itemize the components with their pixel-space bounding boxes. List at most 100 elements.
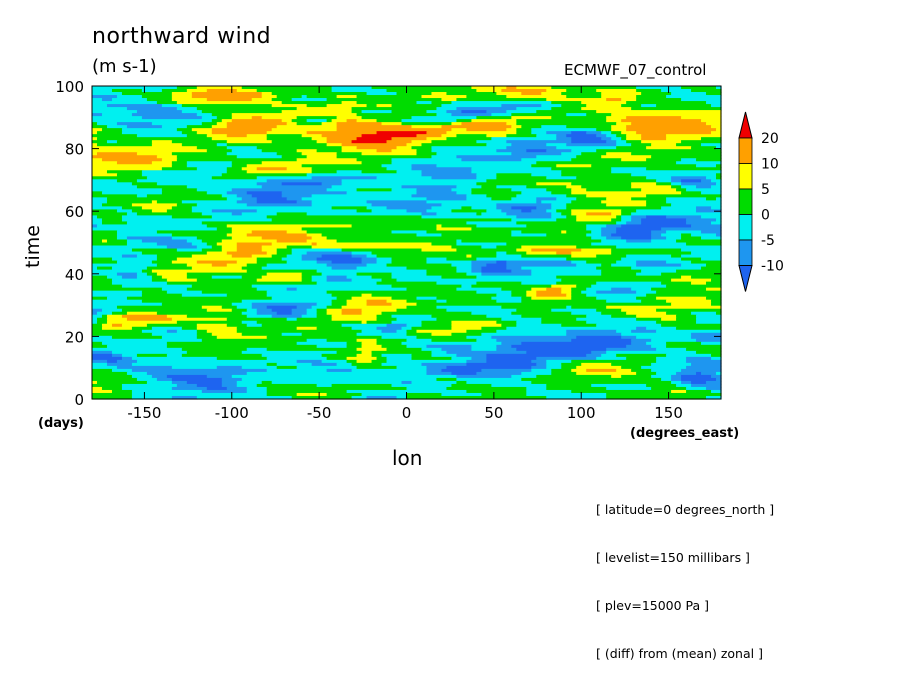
- heatmap-cell: [361, 350, 373, 355]
- heatmap-cell: [501, 317, 542, 322]
- heatmap-cell: [226, 170, 248, 174]
- heatmap-cell: [366, 263, 388, 268]
- heatmap-cell: [656, 356, 687, 361]
- heatmap-cell: [92, 101, 158, 105]
- heatmap-cell: [361, 320, 368, 325]
- heatmap-cell: [596, 254, 627, 259]
- heatmap-cell: [221, 248, 238, 253]
- heatmap-cell: [236, 248, 263, 253]
- heatmap-cell: [431, 155, 458, 159]
- heatmap-cell: [401, 380, 413, 385]
- heatmap-cell: [391, 272, 428, 277]
- heatmap-cell: [691, 335, 722, 340]
- heatmap-cell: [286, 167, 313, 171]
- heatmap-cell: [176, 248, 203, 253]
- heatmap-cell: [311, 245, 453, 250]
- heatmap-cell: [186, 161, 233, 165]
- heatmap-cell: [176, 158, 298, 162]
- heatmap-cell: [336, 362, 353, 367]
- heatmap-cell: [391, 230, 428, 235]
- heatmap-cell: [701, 179, 712, 183]
- heatmap-cell: [611, 128, 627, 132]
- heatmap-cell: [231, 212, 243, 217]
- heatmap-cell: [136, 275, 153, 280]
- heatmap-cell: [196, 86, 243, 90]
- heatmap-cell: [226, 224, 353, 229]
- heatmap-cell: [206, 89, 238, 93]
- heatmap-cell: [616, 140, 627, 144]
- heatmap-cell: [92, 305, 118, 310]
- heatmap-cell: [331, 185, 403, 189]
- heatmap-cell: [551, 368, 572, 373]
- heatmap-cell: [141, 299, 243, 304]
- heatmap-cell: [96, 131, 123, 135]
- heatmap-cell: [626, 344, 652, 349]
- heatmap-cell: [306, 251, 353, 256]
- heatmap-cell: [661, 233, 682, 238]
- heatmap-cell: [216, 227, 233, 232]
- heatmap-cell: [96, 311, 113, 316]
- heatmap-cell: [256, 176, 313, 180]
- heatmap-cell: [516, 221, 617, 226]
- x-tick-label: 50: [484, 404, 503, 422]
- heatmap-cell: [341, 179, 487, 183]
- heatmap-cell: [126, 107, 178, 111]
- heatmap-cell: [566, 203, 607, 207]
- heatmap-cell: [386, 89, 477, 93]
- heatmap-cell: [381, 164, 413, 168]
- heatmap-cell: [236, 89, 258, 93]
- heatmap-cell: [621, 257, 682, 262]
- heatmap-cell: [186, 164, 233, 168]
- heatmap-cell: [681, 98, 722, 102]
- heatmap-cell: [646, 203, 672, 207]
- heatmap-cell: [121, 383, 178, 388]
- heatmap-cell: [92, 308, 103, 313]
- heatmap-cell: [641, 299, 667, 304]
- heatmap-cell: [92, 182, 133, 186]
- heatmap-cell: [471, 167, 552, 171]
- heatmap-cell: [421, 362, 468, 367]
- heatmap-cell: [92, 293, 143, 298]
- heatmap-cell: [461, 158, 522, 162]
- heatmap-cell: [531, 368, 552, 373]
- heatmap-cell: [301, 197, 428, 201]
- heatmap-cell: [421, 173, 477, 177]
- heatmap-cell: [246, 263, 268, 268]
- heatmap-cell: [296, 392, 328, 397]
- heatmap-cell: [256, 311, 278, 316]
- heatmap-cell: [316, 242, 433, 247]
- heatmap-cell: [581, 248, 612, 253]
- heatmap-cell: [361, 311, 383, 316]
- heatmap-cell: [611, 314, 637, 319]
- heatmap-cell: [556, 218, 577, 223]
- heatmap-cell: [136, 353, 168, 358]
- heatmap-cell: [496, 338, 572, 343]
- heatmap-cell: [411, 164, 438, 168]
- heatmap-cell: [371, 275, 393, 280]
- heatmap-cell: [716, 176, 722, 180]
- heatmap-cell: [116, 236, 128, 241]
- heatmap-cell: [111, 257, 158, 262]
- y-tick-label: 40: [65, 266, 84, 284]
- heatmap-cell: [571, 158, 622, 162]
- note-levelist: [ levelist=150 millibars ]: [596, 550, 750, 565]
- heatmap-cell: [186, 125, 213, 129]
- heatmap-cell: [101, 314, 108, 319]
- heatmap-cell: [326, 137, 358, 141]
- heatmap-cell: [256, 383, 318, 388]
- heatmap-cell: [211, 209, 258, 213]
- heatmap-cell: [706, 263, 722, 268]
- heatmap-cell: [496, 320, 517, 325]
- heatmap-cell: [211, 131, 268, 135]
- heatmap-cell: [186, 275, 213, 280]
- heatmap-cell: [546, 188, 572, 192]
- heatmap-cell: [316, 383, 333, 388]
- heatmap-cell: [596, 149, 722, 153]
- heatmap-cell: [406, 332, 433, 337]
- heatmap-cell: [466, 335, 492, 340]
- heatmap-cell: [481, 245, 497, 250]
- heatmap-cell: [306, 104, 328, 108]
- heatmap-cell: [296, 365, 358, 370]
- heatmap-cell: [531, 380, 672, 385]
- heatmap-cell: [116, 260, 153, 265]
